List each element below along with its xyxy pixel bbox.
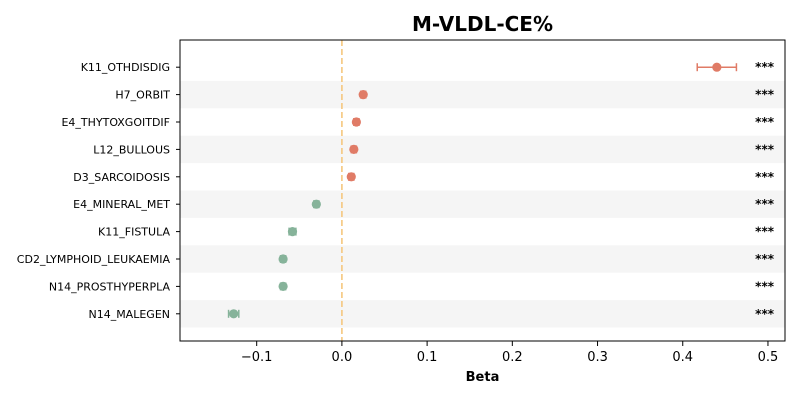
significance-label: *** xyxy=(755,142,775,156)
significance-label: *** xyxy=(755,115,775,129)
row-band xyxy=(180,80,785,109)
data-point xyxy=(358,90,368,100)
category-label: N14_MALEGEN xyxy=(88,308,170,321)
x-tick-label: −0.1 xyxy=(241,350,273,365)
data-point xyxy=(346,172,356,182)
data-points xyxy=(229,62,722,319)
data-point xyxy=(278,281,288,291)
category-label: L12_BULLOUS xyxy=(93,143,170,156)
data-point xyxy=(229,309,239,319)
significance-label: *** xyxy=(755,170,775,184)
x-ticks: −0.1 0.0 0.1 0.2 0.3 0.4 0.5 xyxy=(241,341,778,365)
x-tick-label: 0.0 xyxy=(332,350,353,365)
chart-title: M-VLDL-CE% xyxy=(412,12,553,36)
category-label: E4_MINERAL_MET xyxy=(73,198,170,211)
row-band xyxy=(180,135,785,164)
row-band xyxy=(180,190,785,218)
category-label: CD2_LYMPHOID_LEUKAEMIA xyxy=(17,253,171,266)
category-label: H7_ORBIT xyxy=(115,89,170,102)
data-point xyxy=(351,117,361,127)
data-point xyxy=(278,254,288,264)
row-bands xyxy=(180,80,785,328)
significance-label: *** xyxy=(755,197,775,211)
data-point xyxy=(712,62,722,72)
x-tick-label: 0.3 xyxy=(587,350,608,365)
significance-label: *** xyxy=(755,252,775,266)
significance-label: *** xyxy=(755,279,775,293)
significance-label: *** xyxy=(755,60,775,74)
x-axis-label: Beta xyxy=(466,370,500,385)
data-point xyxy=(349,144,359,154)
x-tick-label: 0.2 xyxy=(502,350,523,365)
row-band xyxy=(180,245,785,273)
significance-label: *** xyxy=(755,225,775,239)
significance-label: *** xyxy=(755,307,775,321)
significance-labels: *** *** *** *** *** *** *** *** *** *** xyxy=(755,60,775,321)
data-point xyxy=(311,199,321,209)
x-tick-label: 0.5 xyxy=(758,350,779,365)
data-point xyxy=(287,227,298,237)
category-label: N14_PROSTHYPERPLA xyxy=(49,280,171,293)
row-band xyxy=(180,300,785,328)
plot-frame xyxy=(179,39,786,342)
category-label: E4_THYTOXGOITDIF xyxy=(61,116,170,129)
x-tick-label: 0.1 xyxy=(417,350,438,365)
category-label: K11_OTHDISDIG xyxy=(81,61,170,74)
category-label: D3_SARCOIDOSIS xyxy=(73,171,170,184)
category-label: K11_FISTULA xyxy=(98,226,170,239)
significance-label: *** xyxy=(755,88,775,102)
category-labels: K11_OTHDISDIG H7_ORBIT E4_THYTOXGOITDIF L12… xyxy=(17,61,180,321)
x-tick-label: 0.4 xyxy=(672,350,693,365)
